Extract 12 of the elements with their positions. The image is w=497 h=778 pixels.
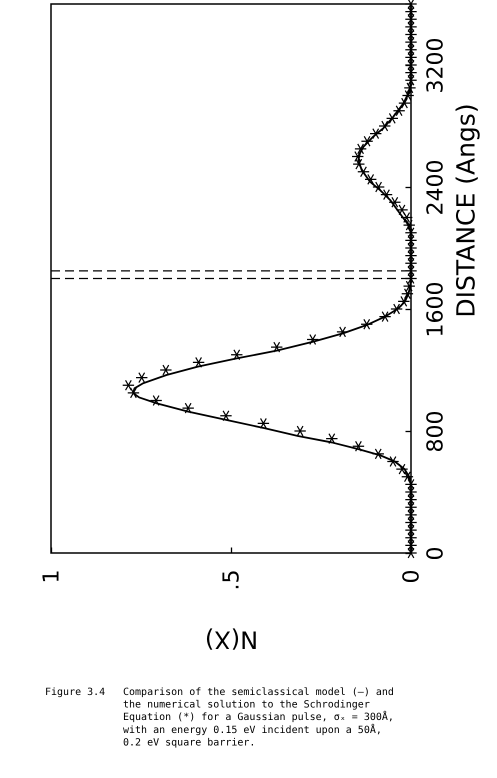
y-tick-label: 800 xyxy=(424,410,448,452)
text: Comparison of the semiclassical model (—) and the numerical solution to the Schrodinger Equation (*) for a Gaussian pulse, σₓ = 300Å, with an energy 0.15 eV incident upon a 50Å, 0.2 eV square barrier. xyxy=(123,687,394,748)
y-tick-label: 0 xyxy=(424,546,448,560)
x-tick-label: 0 xyxy=(400,570,424,584)
caption: Figure 3.4 xyxy=(45,687,106,698)
y-tick-label: 3200 xyxy=(424,38,448,94)
x-tick-label: .5 xyxy=(220,570,244,590)
y-axis-title: DISTANCE (Angs) xyxy=(452,103,480,318)
y-tick-label: 2400 xyxy=(424,160,448,216)
x-axis-title: N(X) xyxy=(204,625,258,654)
x-tick-label: 1 xyxy=(40,570,64,584)
y-tick-label: 1600 xyxy=(424,282,448,338)
